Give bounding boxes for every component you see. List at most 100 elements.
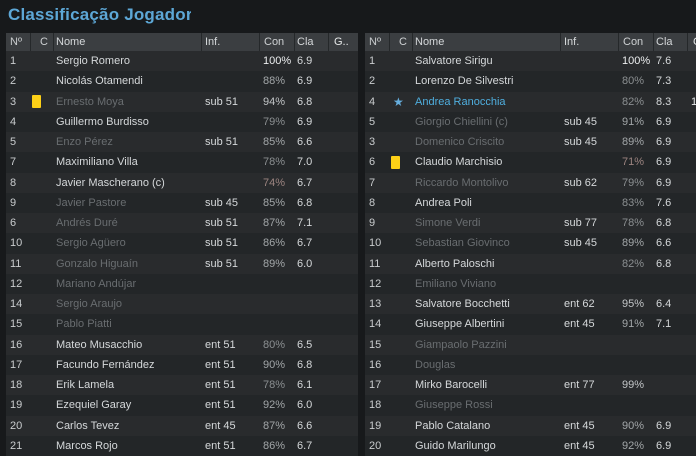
player-name[interactable]: Douglas	[415, 358, 456, 371]
player-row[interactable]: 5 Enzo Pérez sub 51 85% 6.6	[6, 132, 358, 153]
player-row[interactable]: 12 Emiliano Viviano	[365, 273, 696, 294]
column-header-condition[interactable]: Con	[260, 33, 295, 51]
player-name[interactable]: Domenico Criscito	[415, 136, 505, 149]
player-row[interactable]: 1 Salvatore Sirigu 100% 7.6	[365, 51, 696, 72]
player-row[interactable]: 21 Marcos Rojo ent 51 86% 6.7	[6, 435, 358, 456]
player-row[interactable]: 7 Riccardo Montolivo sub 62 79% 6.9	[365, 172, 696, 193]
player-row[interactable]: 4 ★ Andrea Ranocchia 82% 8.3 1	[365, 91, 696, 112]
player-row[interactable]: 15 Pablo Piatti	[6, 314, 358, 335]
player-name[interactable]: Riccardo Montolivo	[415, 176, 509, 189]
sub-info: sub 45	[564, 136, 598, 149]
player-name[interactable]: Javier Pastore	[56, 196, 127, 209]
player-row[interactable]: 11 Gonzalo Higuaín sub 51 89% 6.0	[6, 253, 358, 274]
player-row[interactable]: 18 Erik Lamela ent 51 78% 6.1	[6, 375, 358, 396]
player-name[interactable]: Mateo Musacchio	[56, 338, 143, 351]
column-header-goals[interactable]: G..	[334, 36, 349, 48]
player-row[interactable]: 13 Salvatore Bocchetti ent 62 95% 6.4	[365, 294, 696, 315]
player-row[interactable]: 10 Sergio Agüero sub 51 86% 6.7	[6, 233, 358, 254]
player-name[interactable]: Lorenzo De Silvestri	[415, 75, 514, 88]
player-name[interactable]: Marcos Rojo	[56, 439, 118, 452]
player-row[interactable]: 12 Mariano Andújar	[6, 273, 358, 294]
player-row[interactable]: 15 Giampaolo Pazzini	[365, 334, 696, 355]
player-row[interactable]: 9 Simone Verdi sub 77 78% 6.8	[365, 213, 696, 234]
player-row[interactable]: 19 Pablo Catalano ent 45 90% 6.9	[365, 415, 696, 436]
column-header-number[interactable]: Nº	[6, 33, 31, 51]
player-name[interactable]: Gonzalo Higuaín	[56, 257, 138, 270]
player-row[interactable]: 8 Javier Mascherano (c) 74% 6.7	[6, 172, 358, 193]
player-name[interactable]: Pablo Catalano	[415, 419, 491, 432]
player-name[interactable]: Maximiliano Villa	[56, 156, 138, 169]
player-name[interactable]: Andrea Ranocchia	[415, 95, 506, 108]
player-row[interactable]: 7 Maximiliano Villa 78% 7.0	[6, 152, 358, 173]
player-row[interactable]: 14 Giuseppe Albertini ent 45 91% 7.1	[365, 314, 696, 335]
player-name[interactable]: Alberto Paloschi	[415, 257, 495, 270]
player-row[interactable]: 2 Lorenzo De Silvestri 80% 7.3	[365, 71, 696, 92]
player-name[interactable]: Sergio Agüero	[56, 237, 126, 250]
player-name[interactable]: Facundo Fernández	[56, 358, 155, 371]
column-header-rating[interactable]: Cla	[295, 33, 329, 51]
player-name[interactable]: Erik Lamela	[56, 379, 115, 392]
player-name[interactable]: Claudio Marchisio	[415, 156, 503, 169]
player-row[interactable]: 4 Guillermo Burdisso 79% 6.9	[6, 111, 358, 132]
shirt-number: 21	[10, 439, 23, 452]
player-row[interactable]: 20 Guido Marilungo ent 45 92% 6.9	[365, 435, 696, 456]
column-header-condition[interactable]: Con	[619, 33, 654, 51]
player-name[interactable]: Emiliano Viviano	[415, 277, 497, 290]
column-header-cards[interactable]: C	[390, 33, 413, 51]
player-name[interactable]: Ernesto Moya	[56, 95, 124, 108]
player-name[interactable]: Pablo Piatti	[56, 318, 112, 331]
player-name[interactable]: Giorgio Chiellini (c)	[415, 115, 508, 128]
player-row[interactable]: 5 Giorgio Chiellini (c) sub 45 91% 6.9	[365, 111, 696, 132]
column-header-number[interactable]: Nº	[365, 33, 390, 51]
player-row[interactable]: 6 Claudio Marchisio 71% 6.9	[365, 152, 696, 173]
player-row[interactable]: 3 Domenico Criscito sub 45 89% 6.9	[365, 132, 696, 153]
player-row[interactable]: 16 Douglas	[365, 354, 696, 375]
player-row[interactable]: 20 Carlos Tevez ent 45 87% 6.6	[6, 415, 358, 436]
player-name[interactable]: Mariano Andújar	[56, 277, 137, 290]
rating-value: 6.9	[297, 75, 313, 88]
rating-value: 6.9	[297, 55, 313, 68]
column-header-info[interactable]: Inf.	[202, 33, 260, 51]
player-row[interactable]: 1 Sergio Romero 100% 6.9	[6, 51, 358, 72]
player-row[interactable]: 9 Javier Pastore sub 45 85% 6.8	[6, 192, 358, 213]
column-header-cards[interactable]: C	[31, 33, 54, 51]
player-name[interactable]: Enzo Pérez	[56, 136, 113, 149]
player-name[interactable]: Giuseppe Albertini	[415, 318, 505, 331]
player-row[interactable]: 10 Sebastian Giovinco sub 45 89% 6.6	[365, 233, 696, 254]
player-row[interactable]: 8 Andrea Poli 83% 7.6	[365, 192, 696, 213]
column-header-goals[interactable]: G..	[688, 33, 696, 51]
player-name[interactable]: Carlos Tevez	[56, 419, 120, 432]
player-name[interactable]: Sergio Araujo	[56, 298, 123, 311]
player-name[interactable]: Javier Mascherano (c)	[56, 176, 165, 189]
shirt-number: 9	[369, 217, 376, 230]
player-name[interactable]: Giuseppe Rossi	[415, 399, 493, 412]
player-name[interactable]: Guillermo Burdisso	[56, 115, 149, 128]
player-row[interactable]: 3 Ernesto Moya sub 51 94% 6.8	[6, 91, 358, 112]
rating-value: 6.8	[656, 257, 672, 270]
player-name[interactable]: Guido Marilungo	[415, 439, 496, 452]
player-name[interactable]: Salvatore Bocchetti	[415, 298, 510, 311]
player-name[interactable]: Giampaolo Pazzini	[415, 338, 507, 351]
player-row[interactable]: 6 Andrés Duré sub 51 87% 7.1	[6, 213, 358, 234]
column-header-name[interactable]: Nome	[54, 33, 202, 51]
player-name[interactable]: Salvatore Sirigu	[415, 55, 493, 68]
player-name[interactable]: Mirko Barocelli	[415, 379, 488, 392]
column-header-name[interactable]: Nome	[413, 33, 561, 51]
player-name[interactable]: Sebastian Giovinco	[415, 237, 510, 250]
player-name[interactable]: Sergio Romero	[56, 55, 130, 68]
player-name[interactable]: Andrea Poli	[415, 196, 472, 209]
player-row[interactable]: 16 Mateo Musacchio ent 51 80% 6.5	[6, 334, 358, 355]
player-row[interactable]: 17 Mirko Barocelli ent 77 99%	[365, 375, 696, 396]
player-name[interactable]: Simone Verdi	[415, 217, 481, 230]
player-name[interactable]: Andrés Duré	[56, 217, 118, 230]
column-header-info[interactable]: Inf.	[561, 33, 619, 51]
player-name[interactable]: Ezequiel Garay	[56, 399, 132, 412]
player-row[interactable]: 2 Nicolás Otamendi 88% 6.9	[6, 71, 358, 92]
player-row[interactable]: 17 Facundo Fernández ent 51 90% 6.8	[6, 354, 358, 375]
player-row[interactable]: 14 Sergio Araujo	[6, 294, 358, 315]
player-row[interactable]: 19 Ezequiel Garay ent 51 92% 6.0	[6, 395, 358, 416]
column-header-rating[interactable]: Cla	[654, 33, 688, 51]
player-name[interactable]: Nicolás Otamendi	[56, 75, 143, 88]
player-row[interactable]: 18 Giuseppe Rossi	[365, 395, 696, 416]
player-row[interactable]: 11 Alberto Paloschi 82% 6.8	[365, 253, 696, 274]
